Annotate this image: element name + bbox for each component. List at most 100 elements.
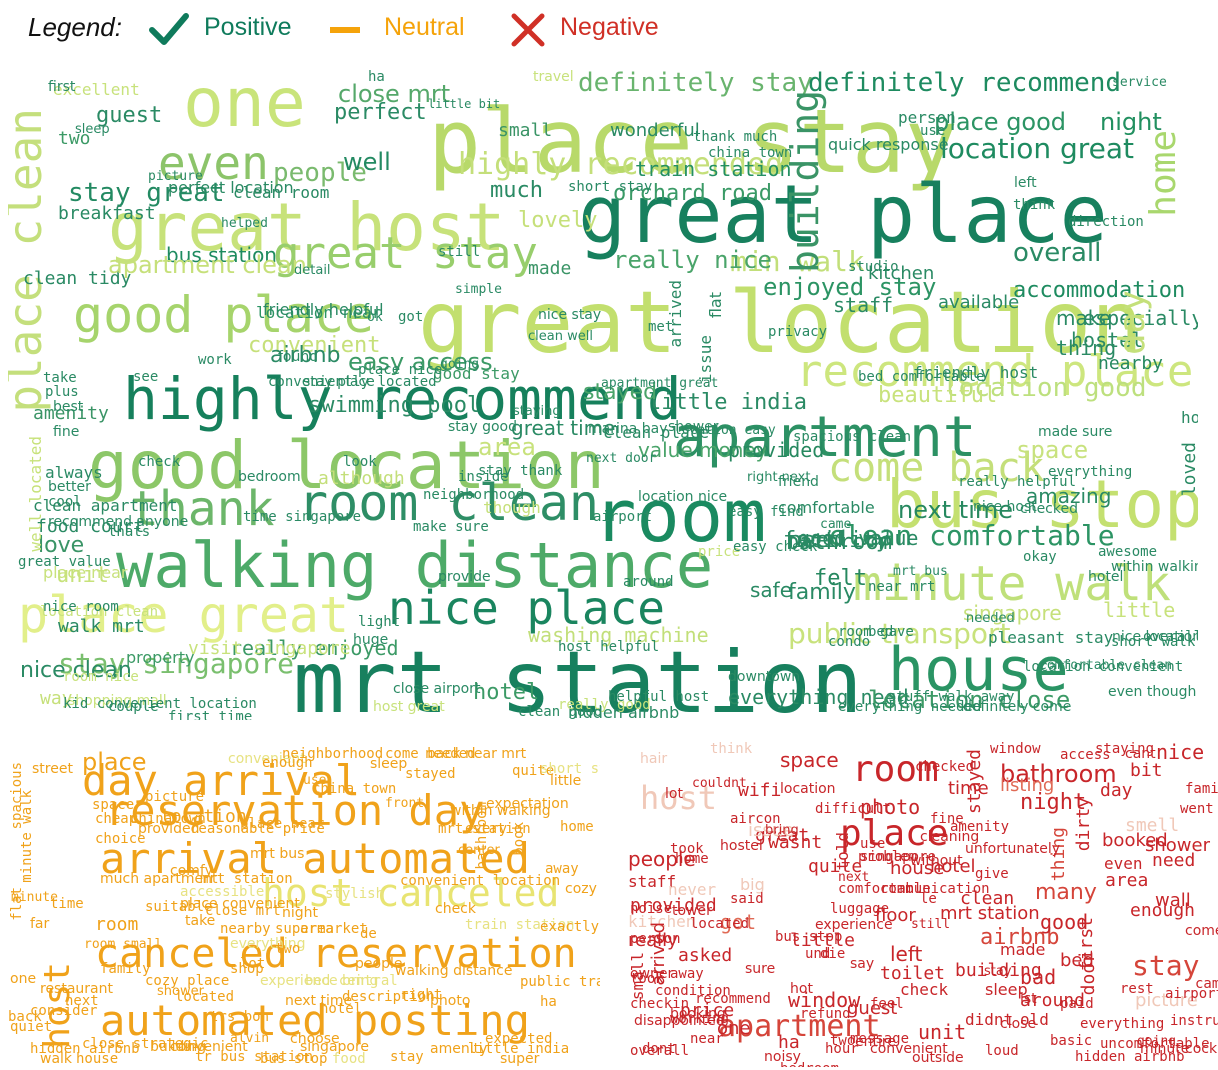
negative-word-got: got xyxy=(720,910,757,934)
neutral-word-needed: needed xyxy=(425,746,476,762)
neutral-word-photo: photo xyxy=(430,993,471,1009)
negative-word-door: door xyxy=(1078,952,1099,996)
positive-word-recommend-anyone: recommend anyone xyxy=(48,514,189,530)
neutral-word-come-back: come back xyxy=(385,746,461,762)
neutral-word-located: located xyxy=(175,989,235,1005)
positive-word-sleep: sleep xyxy=(75,122,110,137)
positive-word-singapore: singapore xyxy=(963,601,1062,625)
neutral-word-within-walking: within walking xyxy=(450,803,551,819)
neutral-word-choice: choice xyxy=(95,831,146,847)
neutral-word-one: one xyxy=(10,971,37,987)
negative-word-noisy: noisy xyxy=(764,1049,801,1065)
negative-word-time: time xyxy=(948,778,989,799)
negative-word-picture: picture xyxy=(1135,990,1198,1011)
positive-word-cloud: place stay great place great location mrt s… xyxy=(8,70,1198,720)
negative-word-minute: minute xyxy=(1140,1041,1190,1057)
positive-word-got: got xyxy=(398,309,424,325)
neutral-word-take: take xyxy=(185,913,216,929)
neutral-word-much-apartment: much apartment xyxy=(100,871,218,887)
negative-word-near: near xyxy=(690,1031,724,1047)
positive-word-bus-stop: bus stop xyxy=(886,466,1198,543)
negative-word-provided: provided xyxy=(630,895,717,916)
positive-word-going: going xyxy=(440,357,480,372)
negative-word-rest: rest xyxy=(1120,981,1154,997)
positive-word-privacy: privacy xyxy=(768,324,828,340)
positive-word-good-location: good location xyxy=(88,427,605,504)
negative-word-left: left xyxy=(890,942,923,966)
positive-word-home: home xyxy=(1143,130,1184,217)
positive-word-clean-tidy: clean tidy xyxy=(23,268,132,289)
neutral-word-area: area xyxy=(300,921,334,937)
negative-word-window: window xyxy=(990,742,1041,757)
positive-word-came: came xyxy=(820,517,852,532)
neutral-word-chinatown: chinatown xyxy=(130,811,206,827)
negative-word-lot: lot xyxy=(665,786,683,802)
negative-word-access: access xyxy=(1060,747,1111,763)
legend-label-negative: Negative xyxy=(560,13,659,41)
negative-word-said: said xyxy=(730,891,764,907)
negative-word-host: host xyxy=(640,779,718,817)
neutral-word-next: next xyxy=(65,993,99,1009)
negative-word-experience: experience xyxy=(815,917,893,933)
positive-word-stay-good: stay good xyxy=(448,419,518,435)
negative-word-around: around xyxy=(1020,990,1086,1011)
negative-word-away: away xyxy=(670,966,704,982)
positive-word-best: best xyxy=(53,399,84,415)
positive-word-breakfast: breakfast xyxy=(58,203,156,224)
neutral-word-back: back xyxy=(8,1009,42,1025)
negative-word-hair: hair xyxy=(640,751,668,767)
positive-word-well: well xyxy=(343,148,391,176)
negative-word-took: took xyxy=(670,841,704,857)
positive-word-space: space xyxy=(1016,436,1089,464)
positive-word-one: one xyxy=(183,70,306,143)
positive-word-area: area xyxy=(478,433,536,461)
negative-word-condition: condition xyxy=(655,983,731,999)
neutral-word-hidden-airbnb: hidden airbnb xyxy=(30,1041,140,1057)
positive-word-washing-machine: washing machine xyxy=(528,623,709,647)
neutral-word-room: room xyxy=(95,914,139,935)
negative-word-nice: nice xyxy=(1156,742,1205,764)
negative-word-even: even xyxy=(1104,854,1143,873)
positive-word-nice-location: nice location xyxy=(1112,629,1198,645)
positive-word-first: first xyxy=(48,79,76,95)
negative-word-stay: stay xyxy=(1132,949,1200,982)
positive-word-thank-much: thank much xyxy=(693,129,778,145)
positive-word-place-good: place good xyxy=(934,108,1067,136)
positive-word-see: see xyxy=(133,369,159,385)
neutral-word-close-strategic: close strategic xyxy=(82,1036,209,1052)
positive-word-couple: couple xyxy=(108,699,159,715)
negative-word-give: give xyxy=(975,866,1009,882)
positive-word-make: make xyxy=(1056,306,1111,330)
neutral-word-far: far xyxy=(30,916,50,932)
positive-word-location-good: location good xyxy=(943,373,1147,403)
positive-word-room-gave: room gave xyxy=(838,624,914,640)
positive-word-enjoyed-stay: enjoyed stay xyxy=(763,273,937,301)
positive-word-overall: overall xyxy=(1013,238,1102,268)
positive-word-okay: okay xyxy=(1023,549,1057,565)
negative-word-sure: sure xyxy=(745,961,776,977)
positive-word-shopping-mall: shopping mall xyxy=(68,693,167,709)
positive-word-spacious-clean: spacious clean xyxy=(793,429,912,445)
negative-word-bring: bring xyxy=(765,823,799,838)
positive-word-orchard-road: orchard road xyxy=(613,181,772,206)
positive-word-always: always xyxy=(45,463,103,482)
negative-word-overall: overall xyxy=(630,1043,690,1059)
negative-word-really: really xyxy=(628,930,678,951)
positive-word-clean-place: clean place xyxy=(603,423,709,442)
neutral-word-cozy-place: cozy place xyxy=(145,973,230,989)
positive-word-need: need xyxy=(788,528,843,553)
neutral-word-everything: everything xyxy=(230,936,306,952)
neutral-word-stylish: stylish xyxy=(325,886,385,902)
negative-word-place: place xyxy=(840,813,949,854)
positive-word-great-location: great location xyxy=(418,273,1143,373)
positive-word-two: two xyxy=(58,128,91,149)
positive-word-friendly-helpful: friendly helpful xyxy=(263,300,384,319)
positive-word-made-sure: made sure xyxy=(1038,424,1113,440)
positive-word-stuff-walk-away: stuff walk away xyxy=(888,689,1015,705)
negative-word-floor: floor xyxy=(875,905,916,926)
positive-word-min-walk: min walk xyxy=(730,245,865,278)
negative-word-close: close xyxy=(1000,1016,1037,1032)
neutral-word-room-small: room small xyxy=(84,937,163,952)
negative-word-message: message xyxy=(850,1031,910,1047)
negative-word-dont: dont xyxy=(642,1041,676,1057)
